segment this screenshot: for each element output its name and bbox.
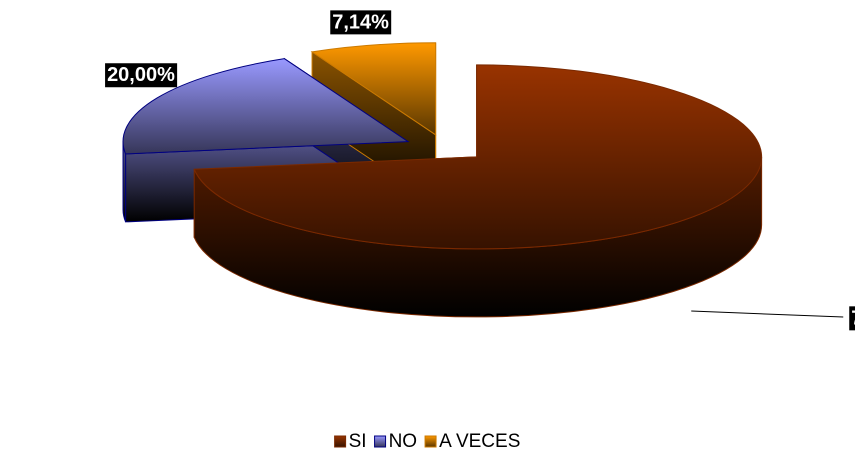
leader-line bbox=[691, 310, 844, 318]
legend-label: A VECES bbox=[439, 431, 520, 452]
slice bbox=[310, 42, 437, 136]
slice bbox=[122, 58, 410, 155]
data-label-box bbox=[330, 10, 392, 35]
legend-swatch bbox=[334, 435, 347, 448]
slice bbox=[193, 64, 763, 250]
data-label-box bbox=[105, 63, 178, 88]
legend-label: NO bbox=[389, 431, 418, 452]
data-label-box bbox=[849, 306, 855, 331]
legend-label: SI bbox=[349, 431, 367, 452]
data-label: 72,86% bbox=[851, 307, 855, 329]
legend-swatch bbox=[424, 435, 437, 448]
legend: SI NO A VECES bbox=[334, 431, 520, 452]
data-label: 20,00% bbox=[107, 64, 175, 86]
data-label: 7,14% bbox=[332, 11, 389, 33]
legend-swatch bbox=[374, 435, 387, 448]
